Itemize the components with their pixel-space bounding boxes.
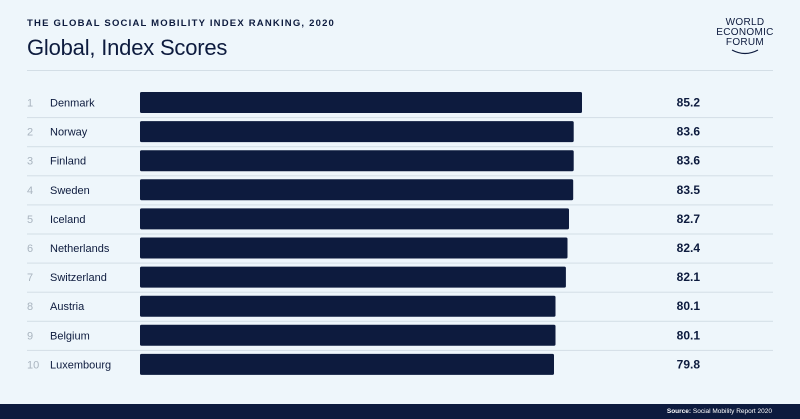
- row-separator: [27, 349, 773, 351]
- chart-subtitle: THE GLOBAL SOCIAL MOBILITY INDEX RANKING…: [27, 18, 336, 29]
- source-label: Source:: [666, 408, 692, 415]
- bar: [140, 237, 568, 259]
- rank-label: 6: [27, 243, 33, 255]
- chart-title: Global, Index Scores: [27, 35, 228, 60]
- header-divider: [27, 70, 773, 71]
- value-label: 82.4: [677, 241, 701, 255]
- row-separator: [27, 204, 773, 206]
- rank-label: 9: [27, 330, 33, 342]
- wef-logo: WORLD ECONOMIC FORUM: [712, 18, 778, 55]
- country-label: Austria: [50, 301, 85, 313]
- rank-label: 3: [27, 156, 33, 168]
- logo-arc-icon: [731, 49, 759, 55]
- value-label: 82.1: [677, 270, 701, 284]
- row-separator: [27, 262, 773, 264]
- logo-line-economic: ECONOMIC: [716, 27, 774, 38]
- bar: [140, 353, 554, 375]
- bar: [140, 92, 582, 113]
- bar: [140, 266, 566, 288]
- footer-bar: Source: Social Mobility Report 2020: [0, 404, 800, 419]
- country-label: Finland: [50, 156, 86, 168]
- rank-label: 10: [27, 359, 39, 371]
- source-note: Source: Social Mobility Report 2020: [667, 407, 772, 416]
- rank-label: 8: [27, 301, 33, 313]
- value-label: 83.6: [677, 154, 701, 168]
- rank-label: 7: [27, 272, 33, 284]
- bar: [140, 150, 574, 172]
- country-label: Luxembourg: [50, 359, 111, 371]
- rank-label: 5: [27, 214, 33, 226]
- logo-line-world: WORLD: [725, 17, 765, 28]
- row-separator: [27, 320, 773, 322]
- row-separator: [27, 117, 773, 119]
- row-separator: [27, 291, 773, 293]
- value-label: 79.8: [677, 357, 701, 371]
- value-label: 82.7: [677, 212, 701, 226]
- country-label: Iceland: [50, 214, 85, 226]
- value-label: 80.1: [677, 328, 701, 342]
- row-separator: [27, 233, 773, 235]
- rank-label: 1: [27, 98, 33, 110]
- country-label: Denmark: [50, 98, 95, 110]
- bar: [140, 295, 556, 317]
- chart-header: THE GLOBAL SOCIAL MOBILITY INDEX RANKING…: [27, 17, 627, 61]
- bar: [140, 208, 569, 230]
- source-text: Social Mobility Report 2020: [692, 408, 772, 415]
- value-label: 85.2: [677, 96, 701, 110]
- rank-label: 2: [27, 127, 33, 139]
- bar: [140, 121, 574, 143]
- row-separator: [27, 146, 773, 148]
- country-label: Norway: [50, 127, 88, 139]
- rank-label: 4: [27, 185, 33, 197]
- logo-line-forum: FORUM: [725, 37, 765, 48]
- row-separator: [27, 175, 773, 177]
- value-label: 83.5: [677, 183, 701, 197]
- bar: [140, 179, 574, 201]
- value-label: 80.1: [677, 299, 701, 313]
- country-label: Netherlands: [50, 243, 110, 255]
- country-label: Belgium: [50, 330, 90, 342]
- value-label: 83.6: [677, 125, 701, 139]
- country-label: Sweden: [50, 185, 90, 197]
- bar: [140, 324, 556, 346]
- country-label: Switzerland: [50, 272, 107, 284]
